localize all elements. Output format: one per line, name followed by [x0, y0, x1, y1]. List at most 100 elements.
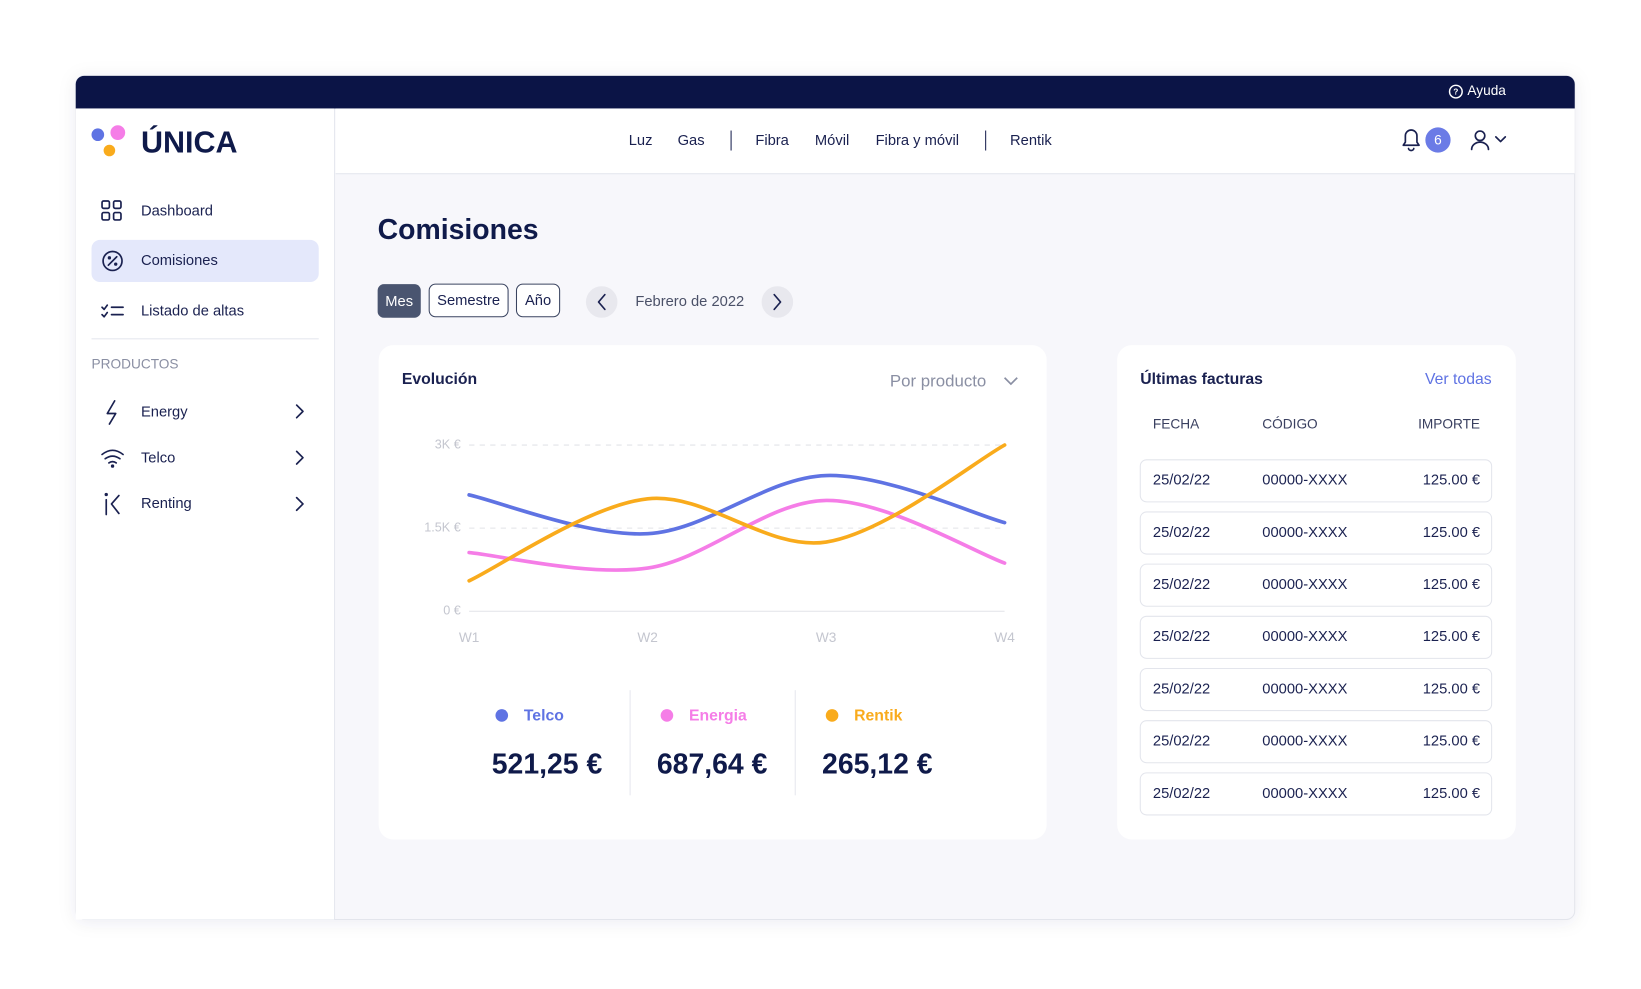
- help-link[interactable]: Ayuda: [1467, 83, 1506, 98]
- invoice-amount: 125.00 €: [1423, 525, 1480, 541]
- see-all-link[interactable]: Ver todas: [1425, 371, 1492, 388]
- logo-dot: [110, 125, 126, 141]
- next-arrow: [773, 293, 782, 311]
- series-total: 521,25 €: [492, 748, 603, 780]
- invoice-amount: 125.00 €: [1423, 734, 1480, 750]
- series-line: [467, 498, 1007, 572]
- invoice-amount: 125.00 €: [1423, 577, 1480, 593]
- legend-dot: [660, 709, 674, 722]
- x-tick-label: W2: [637, 630, 657, 645]
- x-tick-label: W3: [816, 630, 836, 645]
- logo-dot: [91, 128, 105, 142]
- product-item[interactable]: Energy: [141, 404, 188, 420]
- dashboard-icon: [101, 200, 122, 221]
- invoice-row[interactable]: [1139, 667, 1493, 712]
- commissions-icon: [102, 250, 123, 272]
- legend-dot: [495, 709, 509, 722]
- invoice-rows: 25/02/22 00000-XXXX 125.00 € 25/02/22 00000-…: [1139, 459, 1493, 816]
- list-icon: [101, 304, 124, 318]
- renting-icon: [104, 492, 120, 516]
- invoice-row[interactable]: [1139, 563, 1493, 607]
- energy-icon: [106, 400, 117, 425]
- column-header: IMPORTE: [1418, 417, 1480, 432]
- bell-icon[interactable]: [1402, 129, 1420, 152]
- invoice-amount: 125.00 €: [1423, 681, 1480, 697]
- legend-label: Energia: [689, 708, 747, 725]
- nav-link[interactable]: Fibra: [755, 133, 789, 149]
- invoice-date: 25/02/22: [1153, 786, 1210, 802]
- x-tick-label: W1: [459, 630, 479, 645]
- tab-label[interactable]: Mes: [385, 294, 413, 310]
- invoice-date: 25/02/22: [1153, 525, 1210, 541]
- chart-card: [378, 345, 1047, 840]
- invoice-code: 00000-XXXX: [1262, 734, 1347, 750]
- invoice-code: 00000-XXXX: [1262, 525, 1347, 541]
- invoice-row[interactable]: [1139, 615, 1493, 659]
- notification-count: 6: [1434, 133, 1442, 148]
- invoice-row[interactable]: [1139, 459, 1493, 503]
- tab-active[interactable]: [377, 284, 421, 318]
- header: [335, 108, 1575, 174]
- tab[interactable]: [428, 283, 509, 318]
- tab[interactable]: [515, 283, 561, 318]
- sidebar: [75, 108, 335, 920]
- nav-link[interactable]: Fibra y móvil: [876, 133, 959, 149]
- series-line: [467, 473, 1007, 536]
- x-tick-label: W4: [994, 630, 1015, 645]
- invoice-amount: 125.00 €: [1423, 786, 1480, 802]
- series-line: [467, 443, 1007, 583]
- legend-label: Telco: [524, 708, 564, 725]
- section-label: PRODUCTOS: [92, 357, 179, 372]
- prev-button[interactable]: [585, 286, 618, 318]
- legend-dot: [825, 709, 839, 722]
- invoice-date: 25/02/22: [1153, 681, 1210, 697]
- page-title: Comisiones: [378, 214, 539, 246]
- help-icon-mark: ?: [1453, 86, 1458, 96]
- y-tick-label: 1.5K €: [424, 520, 460, 534]
- y-tick-label: 3K €: [435, 437, 461, 451]
- wifi-icon: [101, 449, 124, 468]
- invoice-row[interactable]: [1139, 720, 1493, 764]
- invoice-row[interactable]: [1139, 511, 1493, 555]
- invoices-title: Últimas facturas: [1140, 369, 1263, 388]
- nav-link[interactable]: Rentik: [1010, 133, 1052, 149]
- legend-label: Rentik: [854, 708, 902, 725]
- invoice-date: 25/02/22: [1153, 734, 1210, 750]
- menu-item[interactable]: Listado de altas: [141, 303, 244, 319]
- nav-link[interactable]: Luz: [629, 133, 653, 149]
- product-item[interactable]: Telco: [141, 451, 175, 467]
- invoice-date: 25/02/22: [1153, 577, 1210, 593]
- column-header: CÓDIGO: [1262, 417, 1317, 432]
- prev-arrow: [597, 293, 606, 311]
- chart-filter[interactable]: Por producto: [890, 371, 986, 390]
- invoice-code: 00000-XXXX: [1262, 473, 1347, 489]
- brand[interactable]: ÚNICA: [141, 123, 238, 159]
- nav-link[interactable]: Gas: [678, 133, 705, 149]
- series-total: 265,12 €: [822, 748, 933, 780]
- y-tick-label: 0 €: [443, 604, 461, 618]
- column-header: FECHA: [1153, 417, 1200, 432]
- next-button[interactable]: [761, 286, 794, 318]
- filter-chevron: [1003, 377, 1018, 386]
- invoice-date: 25/02/22: [1153, 473, 1210, 489]
- invoice-code: 00000-XXXX: [1262, 629, 1347, 645]
- menu-item[interactable]: Dashboard: [141, 203, 213, 219]
- chevron: [295, 404, 304, 419]
- chart: 0 € 1.5K € 3K € W1 W2 W3 W4 Telco 521,25 € Energi…: [424, 437, 1015, 796]
- product-item[interactable]: Renting: [141, 496, 192, 512]
- help-icon[interactable]: [1448, 84, 1463, 99]
- invoice-amount: 125.00 €: [1423, 473, 1480, 489]
- menu-item[interactable]: Comisiones: [141, 253, 218, 269]
- invoice-code: 00000-XXXX: [1262, 577, 1347, 593]
- invoice-row[interactable]: [1139, 772, 1493, 816]
- tab-label[interactable]: Semestre: [437, 293, 500, 309]
- chevron: [295, 450, 304, 465]
- invoice-amount: 125.00 €: [1423, 629, 1480, 645]
- logo-dot: [103, 144, 116, 157]
- user-menu[interactable]: [1470, 130, 1507, 151]
- chevron: [295, 496, 304, 512]
- nav-link[interactable]: Móvil: [815, 133, 849, 149]
- series-total: 687,64 €: [657, 748, 768, 780]
- tab-label[interactable]: Año: [525, 293, 551, 309]
